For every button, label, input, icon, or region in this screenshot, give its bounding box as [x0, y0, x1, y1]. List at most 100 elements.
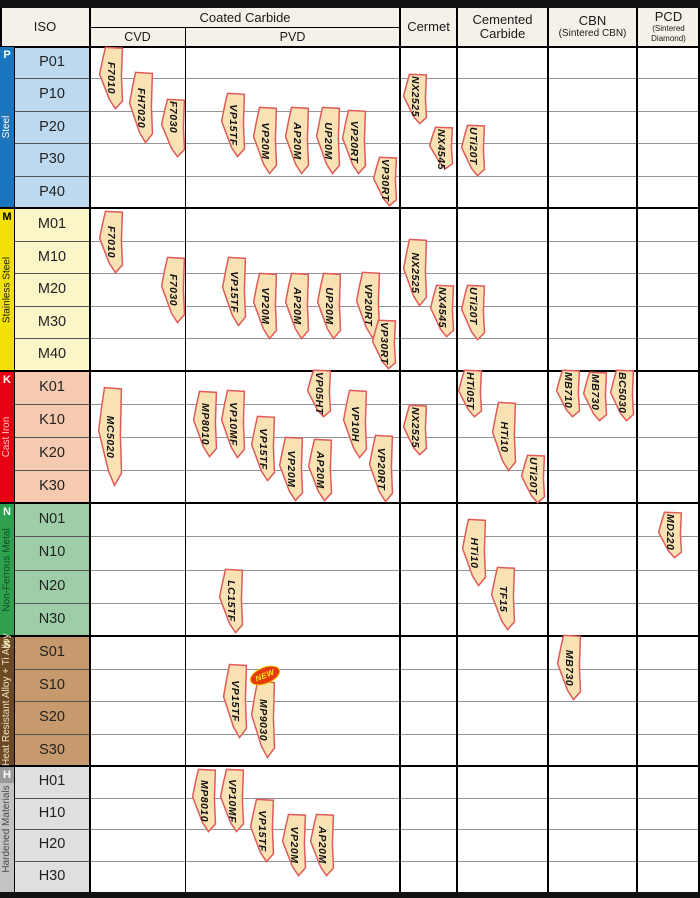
- grade-banner-md220: MD220: [657, 511, 683, 559]
- grade-banner-label: UP20M: [323, 287, 335, 325]
- grade-banner-label: VP15TF: [229, 680, 241, 722]
- row-line-label: [14, 240, 90, 242]
- grade-banner-uti20t: UTi20T: [460, 284, 486, 341]
- grade-banner-label: F7010: [105, 225, 117, 259]
- column-line: [456, 8, 458, 892]
- grade-banner-f7030: F7030: [160, 98, 186, 158]
- header-iso-label: ISO: [33, 19, 57, 34]
- header-cbn-line2: (Sintered CBN): [558, 28, 627, 39]
- grade-banner-label: NX2525: [409, 407, 421, 448]
- grade-banner-vp20m: VP20M: [252, 106, 278, 175]
- material-label-H: Hardened Materials: [1, 785, 12, 873]
- row-line-label: [14, 305, 90, 307]
- row-line-label: [14, 536, 90, 538]
- material-label-S: Heat Resistant Alloy + Ti Alloy: [1, 633, 12, 766]
- iso-row-K20: K20: [14, 437, 90, 470]
- iso-row-H10: H10: [14, 797, 90, 829]
- grade-banner-label: VP05HT: [313, 372, 325, 415]
- iso-row-S20: S20: [14, 701, 90, 734]
- iso-row-K10: K10: [14, 404, 90, 437]
- iso-row-H30: H30: [14, 860, 90, 892]
- iso-row-M20: M20: [14, 273, 90, 306]
- iso-row-P40: P40: [14, 175, 90, 208]
- row-line-data: [90, 733, 698, 735]
- section-boundary-line: [0, 370, 700, 372]
- row-line-data: [90, 701, 698, 702]
- grade-banner-up20m: UP20M: [315, 106, 341, 175]
- header-line: [90, 27, 400, 28]
- grade-banner-label: VP20RT: [348, 120, 360, 164]
- header-coated-carbide: Coated Carbide: [90, 8, 400, 27]
- row-line-label: [14, 338, 90, 340]
- grade-banner-ap20m: AP20M: [284, 272, 310, 340]
- grade-banner-label: LC15TF: [225, 580, 237, 622]
- grade-banner-vp15tf: VP15TF: [221, 256, 247, 327]
- grade-banner-label: HTi10: [468, 537, 480, 568]
- grade-banner-label: VP20M: [288, 826, 300, 864]
- material-label-P: Steel: [1, 115, 12, 139]
- header-cvd-label: CVD: [124, 29, 151, 44]
- grade-banner-label: VP10H: [349, 406, 361, 442]
- header-pcd-line1: PCD: [654, 9, 683, 24]
- column-line: [14, 46, 15, 892]
- grade-banner-vp20m: VP20M: [252, 272, 278, 340]
- row-line-data: [90, 569, 698, 571]
- bottom-border-bar: [0, 892, 700, 898]
- header-pcd: PCD (Sintered Diamond): [637, 8, 700, 46]
- iso-row-M40: M40: [14, 338, 90, 371]
- grade-banner-label: F7030: [167, 273, 179, 307]
- grade-banner-fh7020: FH7020: [128, 71, 154, 144]
- grade-banner-vp30rt: VP30RT: [371, 319, 397, 370]
- row-line-label: [14, 404, 90, 405]
- row-line-label: [14, 797, 90, 799]
- grade-banner-mp8010: MP8010: [192, 390, 218, 458]
- column-line: [89, 8, 91, 892]
- material-strip-H: [0, 766, 14, 892]
- grade-banner-vp10h: VP10H: [342, 389, 368, 459]
- grade-banner-hti10: HTi10: [461, 518, 487, 587]
- section-boundary-line: [0, 207, 700, 209]
- header-cermet: Cermet: [400, 8, 457, 46]
- grade-banner-vp20rt: VP20RT: [355, 271, 381, 339]
- header-iso: ISO: [0, 8, 90, 46]
- grade-banner-uti20t: UTi20T: [520, 454, 546, 504]
- iso-row-H01: H01: [14, 766, 90, 798]
- row-line-label: [14, 733, 90, 735]
- row-line-data: [90, 305, 698, 307]
- grade-banner-tf15: TF15: [490, 566, 516, 631]
- grade-banner-ap20m: AP20M: [309, 813, 335, 877]
- grade-banner-label: NX2525: [409, 76, 421, 117]
- row-line-data: [90, 668, 698, 670]
- grade-banner-label: MB710: [562, 372, 574, 409]
- grade-banner-label: VP20RT: [362, 283, 374, 327]
- grade-banner-label: VP15TF: [228, 270, 240, 313]
- grade-banner-vp20rt: VP20RT: [368, 434, 394, 503]
- row-line-data: [90, 273, 698, 275]
- grade-banner-label: VP20M: [259, 287, 271, 325]
- row-line-label: [14, 143, 90, 145]
- row-line-label: [14, 273, 90, 275]
- row-line-label: [14, 602, 90, 604]
- row-line-label: [14, 701, 90, 702]
- grade-banner-label: UTi20T: [467, 127, 479, 165]
- grade-banner-label: VP15TF: [257, 427, 269, 470]
- iso-row-M30: M30: [14, 305, 90, 339]
- grade-banner-mc5020: MC5020: [97, 386, 123, 487]
- row-line-data: [90, 110, 698, 112]
- grade-banner-vp15tf: VP15TF: [222, 663, 248, 739]
- grade-banner-label: VP20RT: [375, 447, 387, 490]
- grade-banner-label: VP15TF: [256, 809, 268, 852]
- grade-banner-mb710: MB710: [555, 369, 581, 418]
- material-letter-H: H: [0, 767, 14, 783]
- grade-banner-label: VP10MF: [227, 402, 239, 446]
- grade-banner-label: VP20M: [259, 122, 271, 159]
- row-line-label: [14, 668, 90, 670]
- grade-banner-mb730: MB730: [582, 371, 608, 422]
- grade-banner-vp30rt: VP30RT: [372, 156, 398, 207]
- row-line-data: [90, 829, 698, 830]
- iso-row-N20: N20: [14, 569, 90, 603]
- grade-banner-label: VP30RT: [378, 322, 390, 365]
- grade-banner-label: VP30RT: [379, 159, 391, 202]
